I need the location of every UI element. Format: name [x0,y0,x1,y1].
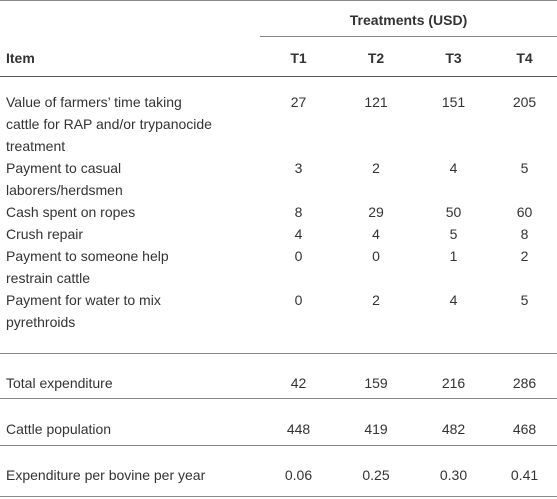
cell-item: Cash spent on ropes [6,204,136,220]
cell-value: 8 [294,204,303,220]
cell-value: 0.25 [362,467,390,483]
column-header: Item [6,49,35,66]
cell-value: 5 [449,226,458,242]
table-row: Crush repair 4 4 5 8 [0,223,557,245]
cell-item: Crush repair [6,226,84,242]
cell-item: Total expenditure [6,375,113,391]
cell-value: 151 [441,94,466,110]
cell-value: 419 [364,421,388,437]
cell-item: Cattle population [6,421,112,437]
column-header: T4 [516,50,533,66]
cell-value: 121 [364,94,388,110]
cell-value: 27 [290,94,307,110]
cell-value: 8 [520,226,529,242]
cell-value: 205 [512,94,537,110]
cell-value: 482 [441,421,466,437]
cell-value: 4 [372,226,380,242]
cell-item: Value of farmers’ time taking cattle for… [6,94,212,154]
cell-item: Expenditure per bovine per year [6,467,206,483]
table-body: Value of farmers’ time taking cattle for… [0,77,557,497]
cell-value: 0 [294,292,303,308]
table-row: Payment to someone help restrain cattle 0… [0,245,557,289]
cell-value: 2 [372,160,380,176]
table-row: Cash spent on ropes 8 29 50 60 [0,201,557,223]
group-header-row: Treatments (USD) [0,0,557,37]
cell-value: 2 [520,248,529,264]
column-header: T1 [290,50,307,66]
table-row: Total expenditure 42 159 216 286 [0,354,557,399]
column-header: T2 [367,50,385,66]
cell-value: 1 [449,248,458,264]
table-row: Value of farmers’ time taking cattle for… [0,77,557,158]
table-row: Cattle population 448 419 482 468 [0,399,557,446]
cell-value: 29 [368,204,384,220]
cell-value: 5 [520,160,529,176]
cell-value: 448 [286,421,311,437]
cell-value: 4 [449,160,458,176]
cell-item: Payment to casual laborers/herdsmen [6,160,123,198]
column-header-row: Item T1 T2 T3 T4 [0,37,557,77]
cell-value: 42 [290,375,307,391]
cell-value: 4 [449,292,458,308]
cell-item: Payment to someone help restrain cattle [6,248,169,286]
cell-value: 159 [364,375,388,391]
cell-value: 0.06 [284,467,313,483]
table-row: Payment to casual laborers/herdsmen 3 2 4 5 [0,157,557,201]
cell-value: 4 [294,226,303,242]
table-row: Expenditure per bovine per year 0.06 0.25 0… [0,446,557,497]
cell-value: 0 [372,248,380,264]
column-header: T3 [445,50,462,66]
cell-value: 0.30 [439,467,468,483]
group-header: Treatments (USD) [260,0,557,37]
cell-value: 0 [294,248,303,264]
cell-value: 50 [445,204,462,220]
cell-value: 0.41 [510,467,539,483]
cell-value: 216 [441,375,466,391]
cell-value: 5 [520,292,529,308]
cell-value: 3 [294,160,303,176]
cell-value: 2 [372,292,380,308]
cell-value: 286 [512,375,537,391]
cell-value: 60 [516,204,533,220]
cell-value: 468 [512,421,537,437]
table-head: Treatments (USD) Item T1 T2 T3 T4 [0,0,557,77]
cell-item: Payment for water to mix pyrethroids [6,292,161,330]
table-row: Payment for water to mix pyrethroids 0 2 4 5 [0,289,557,354]
